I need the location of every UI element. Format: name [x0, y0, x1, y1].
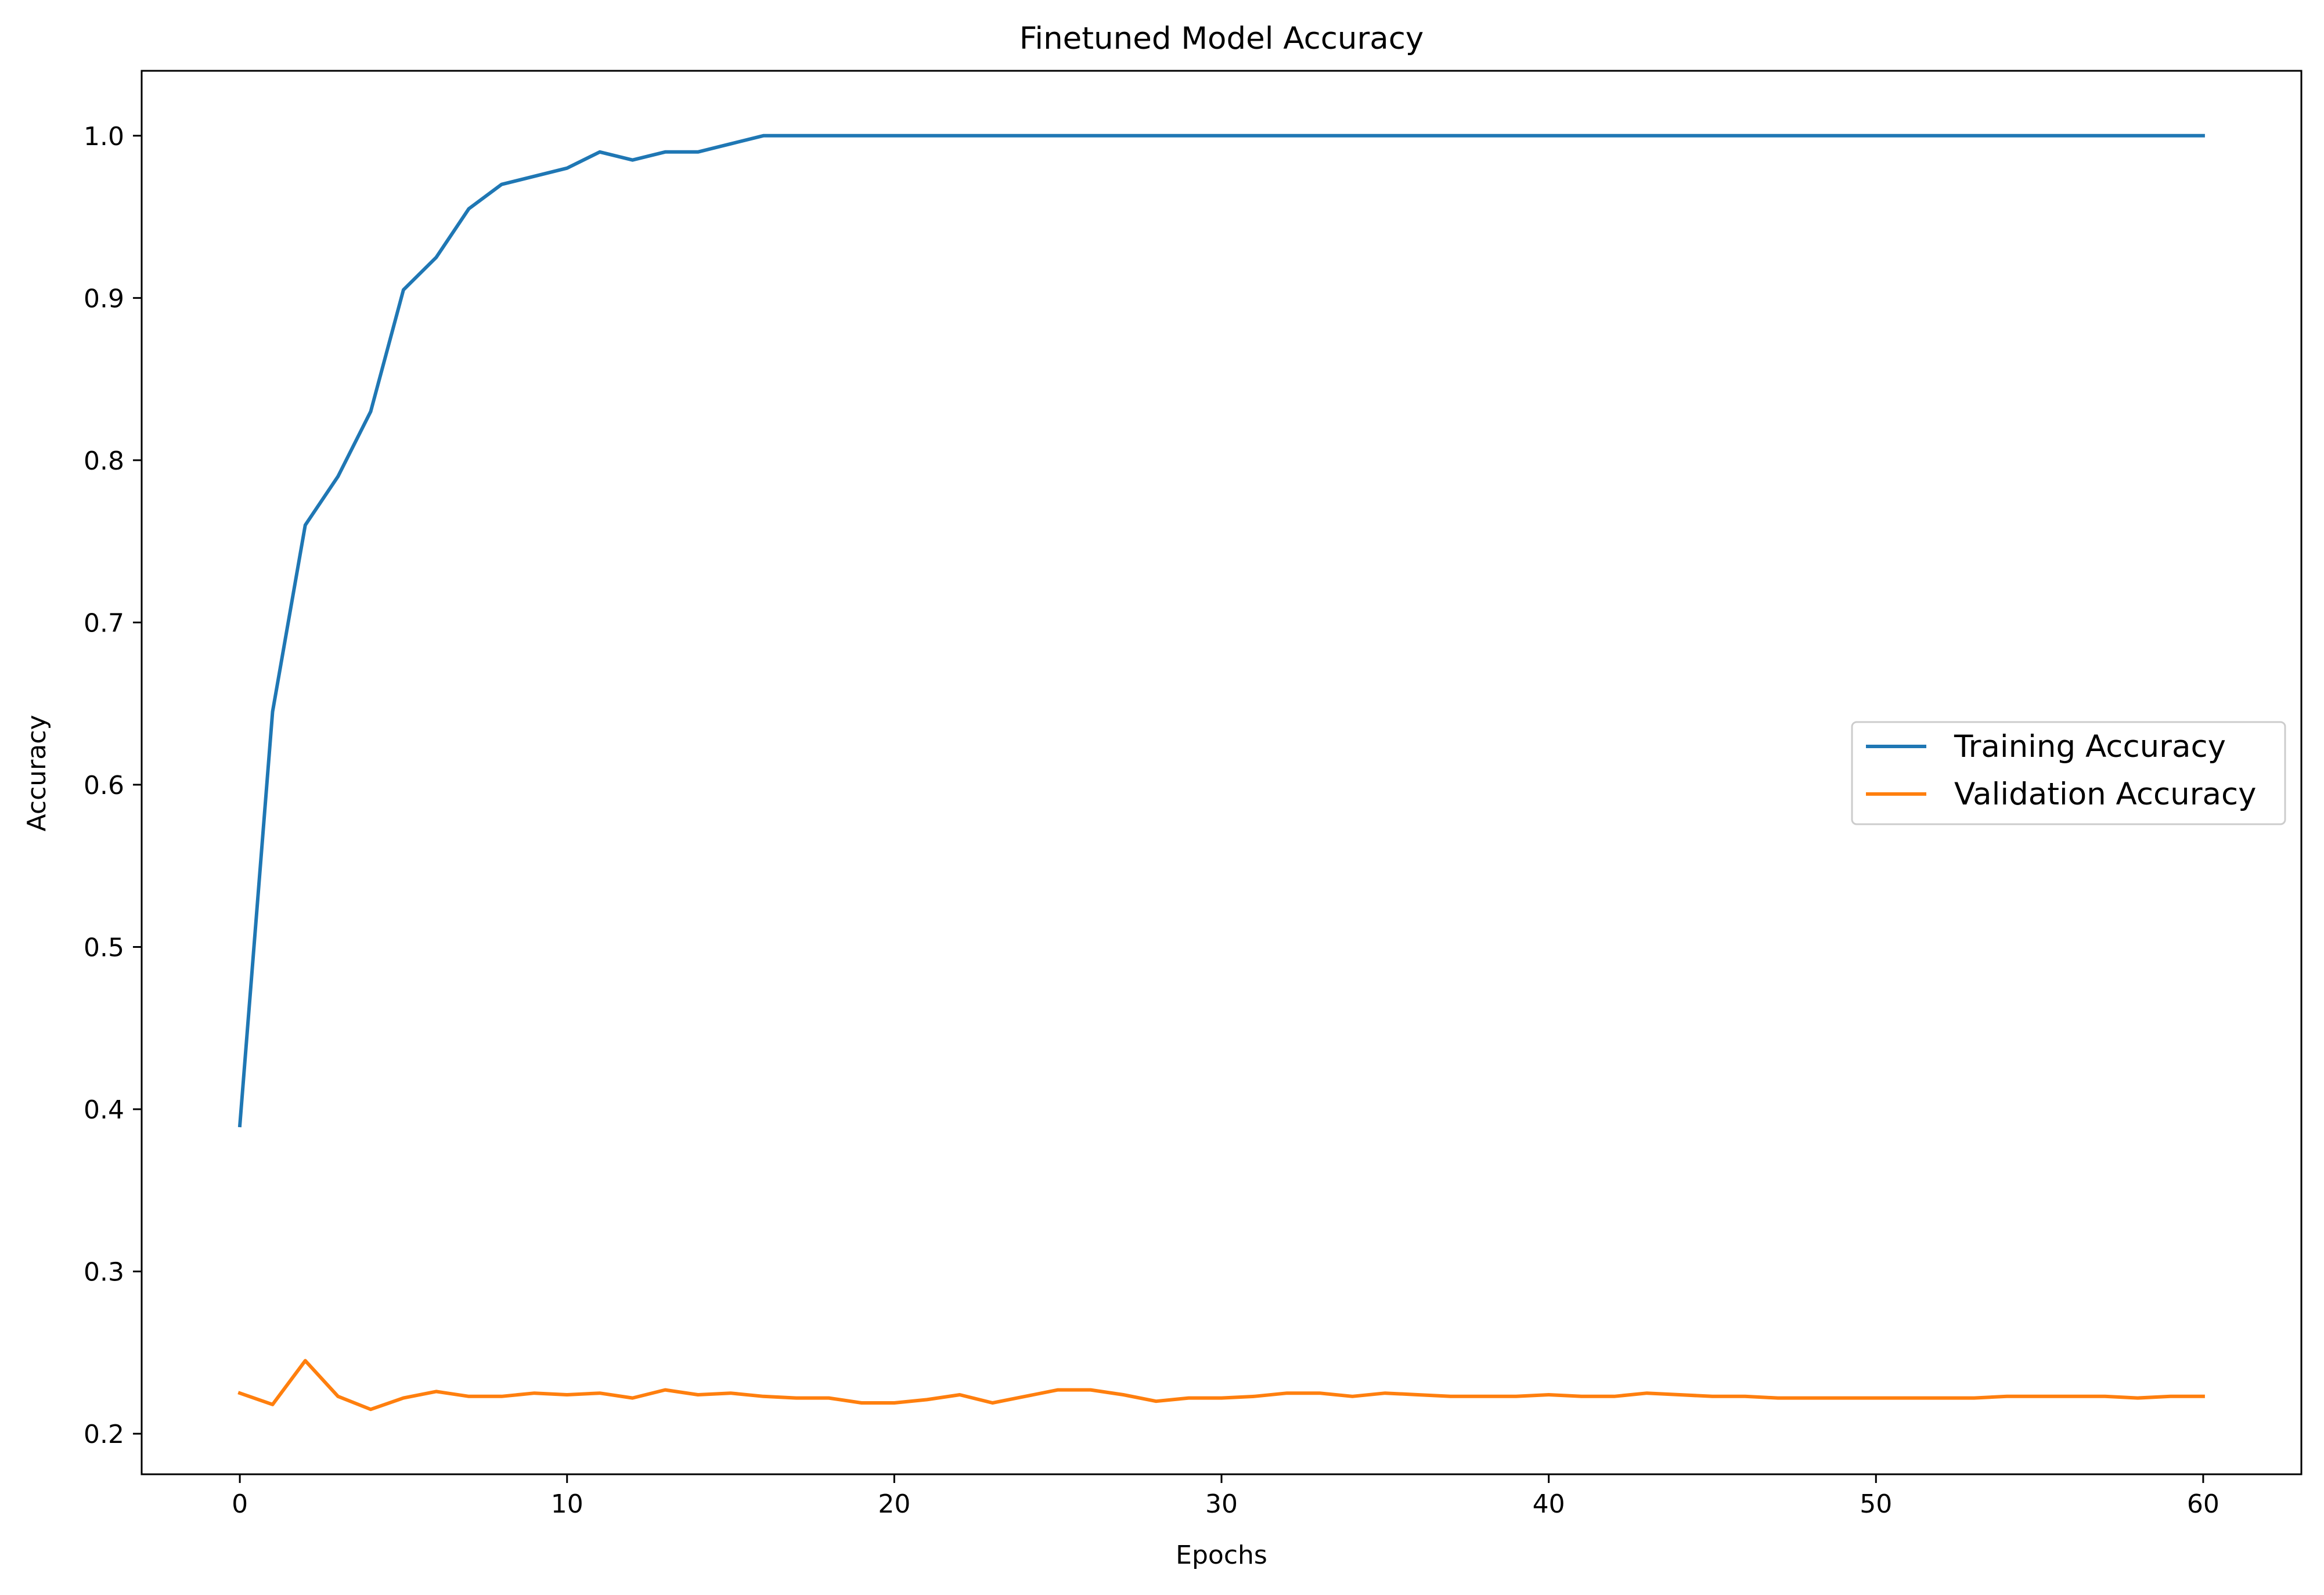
- chart-title: Finetuned Model Accuracy: [1019, 21, 1424, 56]
- y-tick-label: 0.4: [84, 1095, 124, 1125]
- y-tick-label: 0.9: [84, 284, 124, 313]
- y-tick-label: 0.5: [84, 933, 124, 963]
- y-tick-label: 0.3: [84, 1258, 124, 1287]
- x-tick-label: 20: [878, 1489, 910, 1519]
- series-line-training-accuracy: [237, 133, 2205, 1128]
- y-tick-label: 1.0: [84, 122, 124, 151]
- series-line-validation-accuracy: [237, 1359, 2205, 1412]
- series-layer: [237, 133, 2205, 1412]
- y-axis-label: Accuracy: [22, 715, 52, 832]
- y-tick-label: 0.6: [84, 771, 124, 800]
- y-tick-label: 0.2: [84, 1420, 124, 1449]
- x-axis-label: Epochs: [1176, 1540, 1267, 1570]
- x-tick-label: 0: [232, 1489, 248, 1519]
- legend-frame: [1851, 721, 2286, 825]
- x-axis-ticks: 0 10 20 30 40 50 60: [232, 1474, 2219, 1519]
- plot-frame: [140, 70, 2303, 1475]
- y-axis-ticks: 0.2 0.3 0.4 0.5 0.6 0.7 0.8 0.9 1.0: [84, 122, 142, 1449]
- x-tick-label: 40: [1533, 1489, 1565, 1519]
- y-tick-label: 0.8: [84, 446, 124, 476]
- y-tick-label: 0.7: [84, 608, 124, 638]
- x-tick-label: 50: [1860, 1489, 1892, 1519]
- x-tick-label: 10: [551, 1489, 583, 1519]
- x-tick-label: 60: [2187, 1489, 2219, 1519]
- x-tick-label: 30: [1205, 1489, 1238, 1519]
- legend-label-training-accuracy: Training Accuracy: [1954, 729, 2226, 764]
- legend-label-validation-accuracy: Validation Accuracy: [1954, 777, 2257, 812]
- legend: Training Accuracy Validation Accuracy: [1851, 721, 2286, 825]
